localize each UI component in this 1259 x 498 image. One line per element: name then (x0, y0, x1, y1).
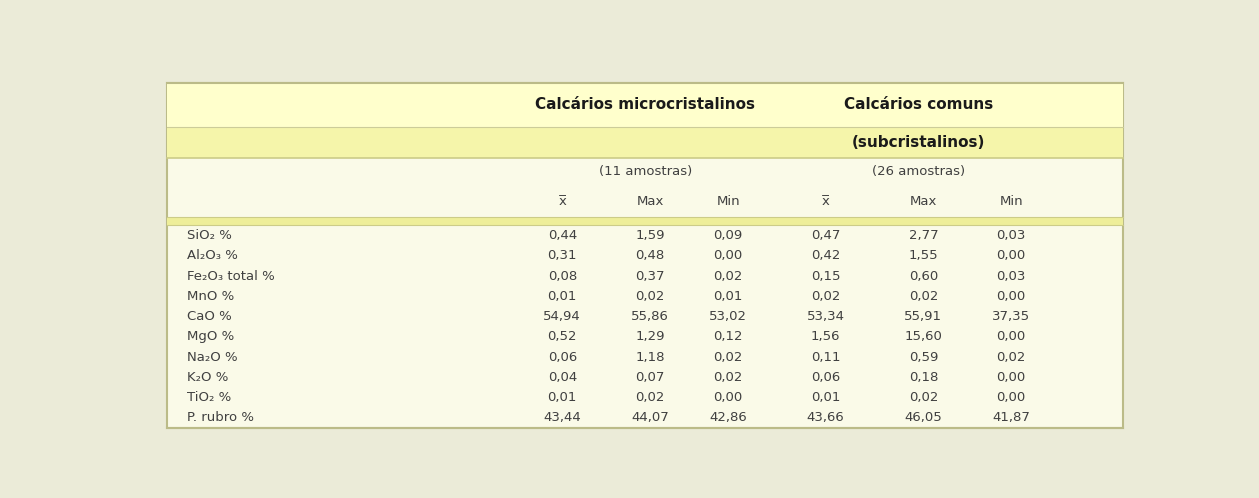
Text: 0,06: 0,06 (548, 351, 577, 364)
Text: 43,44: 43,44 (544, 411, 582, 424)
Text: 41,87: 41,87 (992, 411, 1030, 424)
Text: x̅: x̅ (558, 195, 567, 208)
Text: Max: Max (910, 195, 937, 208)
Text: (11 amostras): (11 amostras) (598, 165, 692, 178)
Text: 1,29: 1,29 (636, 330, 665, 343)
Text: 0,06: 0,06 (811, 371, 840, 384)
Text: 0,02: 0,02 (811, 290, 841, 303)
Text: 55,91: 55,91 (904, 310, 942, 323)
Text: SiO₂ %: SiO₂ % (186, 229, 232, 242)
Text: 0,00: 0,00 (997, 330, 1026, 343)
FancyBboxPatch shape (167, 127, 1123, 157)
Text: 0,04: 0,04 (548, 371, 577, 384)
Text: 0,11: 0,11 (811, 351, 841, 364)
FancyBboxPatch shape (167, 83, 1123, 127)
Text: Na₂O %: Na₂O % (186, 351, 237, 364)
Text: 42,86: 42,86 (709, 411, 747, 424)
Text: 0,00: 0,00 (997, 249, 1026, 262)
Text: 0,15: 0,15 (811, 269, 841, 282)
Text: 0,59: 0,59 (909, 351, 938, 364)
Text: Fe₂O₃ total %: Fe₂O₃ total % (186, 269, 274, 282)
Text: Al₂O₃ %: Al₂O₃ % (186, 249, 238, 262)
Text: Min: Min (1000, 195, 1024, 208)
Text: 54,94: 54,94 (544, 310, 582, 323)
Text: 0,01: 0,01 (548, 290, 577, 303)
Text: K₂O %: K₂O % (186, 371, 228, 384)
Text: x̅: x̅ (822, 195, 830, 208)
Text: 1,56: 1,56 (811, 330, 841, 343)
Text: 43,66: 43,66 (807, 411, 845, 424)
Text: 0,07: 0,07 (636, 371, 665, 384)
Text: Calcários comuns: Calcários comuns (844, 97, 993, 113)
Text: 0,00: 0,00 (714, 391, 743, 404)
Text: 0,00: 0,00 (997, 371, 1026, 384)
Text: 0,03: 0,03 (996, 269, 1026, 282)
Text: 1,18: 1,18 (636, 351, 665, 364)
Text: 0,42: 0,42 (811, 249, 841, 262)
Text: 0,44: 0,44 (548, 229, 577, 242)
Text: 1,59: 1,59 (636, 229, 665, 242)
Text: MnO %: MnO % (186, 290, 234, 303)
Text: 0,02: 0,02 (714, 351, 743, 364)
Text: 0,12: 0,12 (714, 330, 743, 343)
Text: 0,02: 0,02 (714, 371, 743, 384)
Text: 0,47: 0,47 (811, 229, 841, 242)
Text: CaO %: CaO % (186, 310, 232, 323)
Text: 0,18: 0,18 (909, 371, 938, 384)
Text: 53,02: 53,02 (709, 310, 747, 323)
FancyBboxPatch shape (167, 217, 1123, 226)
Text: 0,09: 0,09 (714, 229, 743, 242)
Text: 0,00: 0,00 (997, 391, 1026, 404)
Text: 0,02: 0,02 (636, 391, 665, 404)
Text: P. rubro %: P. rubro % (186, 411, 253, 424)
Text: 0,48: 0,48 (636, 249, 665, 262)
Text: 0,02: 0,02 (909, 290, 938, 303)
Text: Max: Max (637, 195, 663, 208)
Text: 0,00: 0,00 (714, 249, 743, 262)
Text: 37,35: 37,35 (992, 310, 1030, 323)
Text: 15,60: 15,60 (904, 330, 942, 343)
Text: Min: Min (716, 195, 740, 208)
Text: 0,01: 0,01 (548, 391, 577, 404)
Text: 1,55: 1,55 (909, 249, 938, 262)
Text: 0,37: 0,37 (636, 269, 665, 282)
Text: 0,52: 0,52 (548, 330, 577, 343)
Text: Calcários microcristalinos: Calcários microcristalinos (535, 97, 755, 113)
Text: 0,31: 0,31 (548, 249, 577, 262)
Text: 46,05: 46,05 (904, 411, 942, 424)
Text: (subcristalinos): (subcristalinos) (852, 134, 985, 150)
Text: 44,07: 44,07 (631, 411, 669, 424)
Text: 0,00: 0,00 (997, 290, 1026, 303)
Text: MgO %: MgO % (186, 330, 234, 343)
Text: 0,03: 0,03 (996, 229, 1026, 242)
Text: 0,60: 0,60 (909, 269, 938, 282)
FancyBboxPatch shape (167, 83, 1123, 428)
Text: 0,01: 0,01 (714, 290, 743, 303)
Text: TiO₂ %: TiO₂ % (186, 391, 230, 404)
Text: 55,86: 55,86 (631, 310, 669, 323)
Text: 0,02: 0,02 (636, 290, 665, 303)
Text: (26 amostras): (26 amostras) (872, 165, 964, 178)
Text: 0,01: 0,01 (811, 391, 841, 404)
Text: 2,77: 2,77 (909, 229, 938, 242)
Text: 0,02: 0,02 (909, 391, 938, 404)
Text: 0,02: 0,02 (714, 269, 743, 282)
Text: 53,34: 53,34 (807, 310, 845, 323)
Text: 0,08: 0,08 (548, 269, 577, 282)
Text: 0,02: 0,02 (996, 351, 1026, 364)
